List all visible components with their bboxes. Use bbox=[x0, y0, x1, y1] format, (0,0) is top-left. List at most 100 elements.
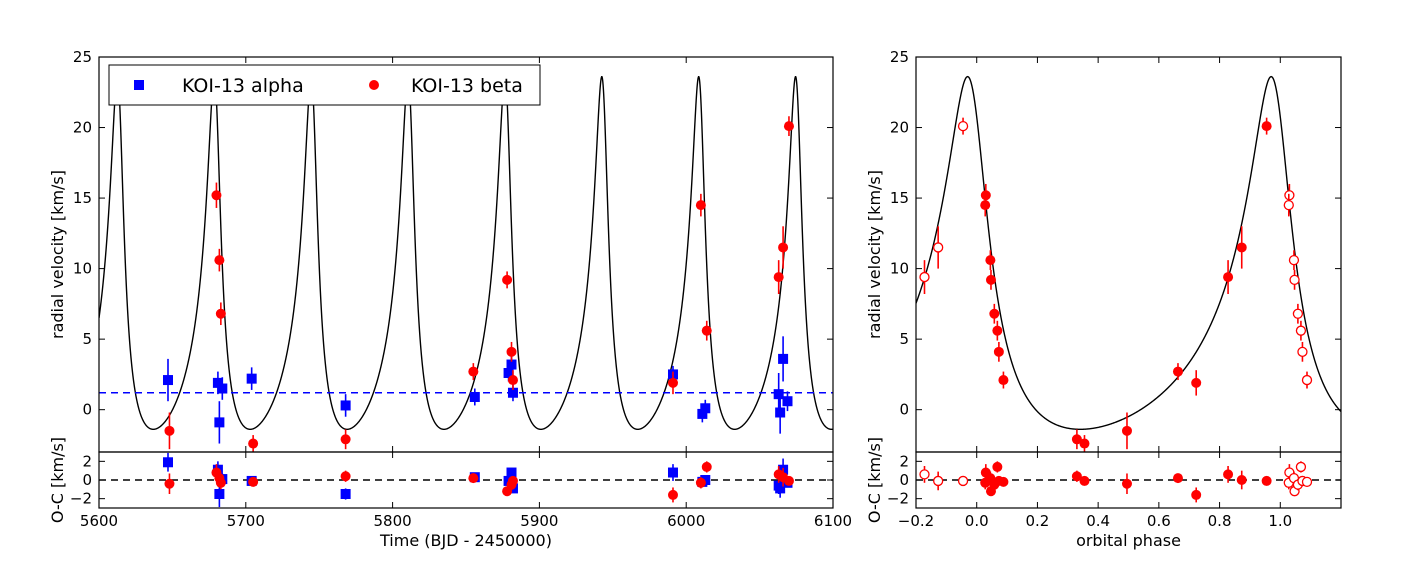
legend bbox=[108, 64, 541, 106]
y-tick-label: −2 bbox=[70, 490, 92, 508]
data-point bbox=[340, 400, 351, 411]
data-point bbox=[700, 403, 711, 414]
x-tick-label: 0.6 bbox=[1147, 512, 1171, 530]
data-point bbox=[214, 417, 225, 428]
data-point bbox=[1071, 434, 1082, 445]
data-point bbox=[1071, 471, 1082, 482]
data-point bbox=[919, 271, 930, 283]
x-tick-label: 5600 bbox=[80, 512, 118, 530]
data-point bbox=[248, 476, 259, 487]
x-tick-label: 6100 bbox=[814, 512, 852, 530]
data-point bbox=[1236, 475, 1247, 485]
data-point bbox=[1121, 425, 1132, 436]
data-point bbox=[1261, 121, 1272, 132]
y-tick-label: 10 bbox=[73, 260, 92, 278]
data-point bbox=[506, 359, 517, 370]
data-point bbox=[248, 438, 259, 449]
y-axis-label: radial velocity [km/s] bbox=[865, 170, 884, 339]
data-point bbox=[217, 383, 228, 394]
data-point bbox=[214, 489, 225, 499]
data-point bbox=[468, 473, 479, 484]
data-point bbox=[775, 407, 786, 418]
data-point bbox=[164, 478, 175, 489]
model-curve bbox=[99, 76, 833, 431]
y-tick-label: 0 bbox=[899, 401, 909, 419]
data-point bbox=[782, 396, 793, 407]
y-tick-label: 25 bbox=[73, 48, 92, 66]
data-point bbox=[1172, 366, 1183, 377]
data-point bbox=[1289, 274, 1300, 286]
data-point bbox=[469, 391, 480, 402]
y-tick-label: 25 bbox=[890, 48, 909, 66]
data-point bbox=[783, 121, 794, 132]
y-axis-label: O-C [km/s] bbox=[865, 437, 884, 523]
panel-rv-vs-time bbox=[98, 56, 834, 453]
x-tick-label: 5700 bbox=[227, 512, 265, 530]
data-point bbox=[980, 200, 991, 211]
legend-marker-beta bbox=[369, 80, 379, 90]
x-tick-label: 5900 bbox=[520, 512, 558, 530]
data-point bbox=[162, 375, 173, 386]
data-point bbox=[1191, 377, 1202, 388]
data-point bbox=[985, 255, 996, 266]
data-point bbox=[775, 483, 786, 494]
data-point bbox=[468, 366, 479, 377]
data-point bbox=[1223, 272, 1234, 283]
data-point bbox=[933, 242, 944, 253]
data-point bbox=[667, 377, 678, 388]
y-tick-label: 5 bbox=[899, 330, 909, 348]
data-point bbox=[215, 477, 226, 488]
axes-frame bbox=[915, 56, 1342, 453]
data-point bbox=[919, 469, 930, 480]
data-point bbox=[1301, 476, 1313, 488]
data-point bbox=[667, 489, 678, 500]
model-curve-phased bbox=[916, 75, 1341, 431]
data-point bbox=[246, 373, 257, 384]
data-point bbox=[1297, 346, 1308, 357]
data-point bbox=[1288, 254, 1300, 266]
data-point bbox=[701, 461, 712, 472]
data-point bbox=[1079, 475, 1090, 486]
x-tick-label: 0.4 bbox=[1086, 512, 1110, 530]
data-point bbox=[1191, 489, 1202, 500]
data-point bbox=[162, 457, 173, 468]
data-point bbox=[993, 346, 1004, 357]
data-point bbox=[506, 467, 517, 478]
data-point bbox=[503, 368, 514, 378]
data-point bbox=[933, 475, 944, 487]
data-point bbox=[695, 200, 706, 211]
data-point bbox=[773, 272, 784, 283]
data-point bbox=[998, 476, 1009, 487]
data-point bbox=[506, 346, 517, 357]
data-point bbox=[1236, 242, 1247, 253]
x-tick-label: 0.0 bbox=[965, 512, 989, 530]
x-axis-label: orbital phase bbox=[1076, 531, 1181, 550]
data-point bbox=[340, 489, 351, 499]
panel-oc-vs-time bbox=[98, 451, 834, 509]
y-tick-label: 5 bbox=[82, 330, 92, 348]
data-point bbox=[507, 375, 518, 386]
y-tick-label: 15 bbox=[890, 189, 909, 207]
data-point bbox=[164, 425, 175, 436]
data-point bbox=[998, 375, 1009, 386]
y-tick-label: 0 bbox=[82, 471, 92, 489]
data-point bbox=[989, 308, 1000, 319]
x-tick-label: 1.0 bbox=[1268, 512, 1292, 530]
x-tick-label: 6000 bbox=[667, 512, 705, 530]
y-tick-label: 10 bbox=[890, 260, 909, 278]
data-point bbox=[773, 389, 784, 400]
data-point bbox=[695, 477, 706, 488]
data-point bbox=[1283, 199, 1294, 211]
legend-marker-alpha bbox=[134, 80, 144, 90]
data-point bbox=[992, 461, 1003, 472]
data-point bbox=[778, 242, 789, 253]
data-point bbox=[1292, 308, 1304, 319]
y-tick-label: 0 bbox=[899, 471, 909, 489]
y-axis-label: O-C [km/s] bbox=[48, 437, 67, 523]
data-point bbox=[985, 274, 996, 285]
data-point bbox=[507, 387, 518, 398]
y-tick-label: 2 bbox=[899, 452, 909, 470]
data-point bbox=[778, 353, 789, 364]
data-point bbox=[697, 408, 708, 419]
